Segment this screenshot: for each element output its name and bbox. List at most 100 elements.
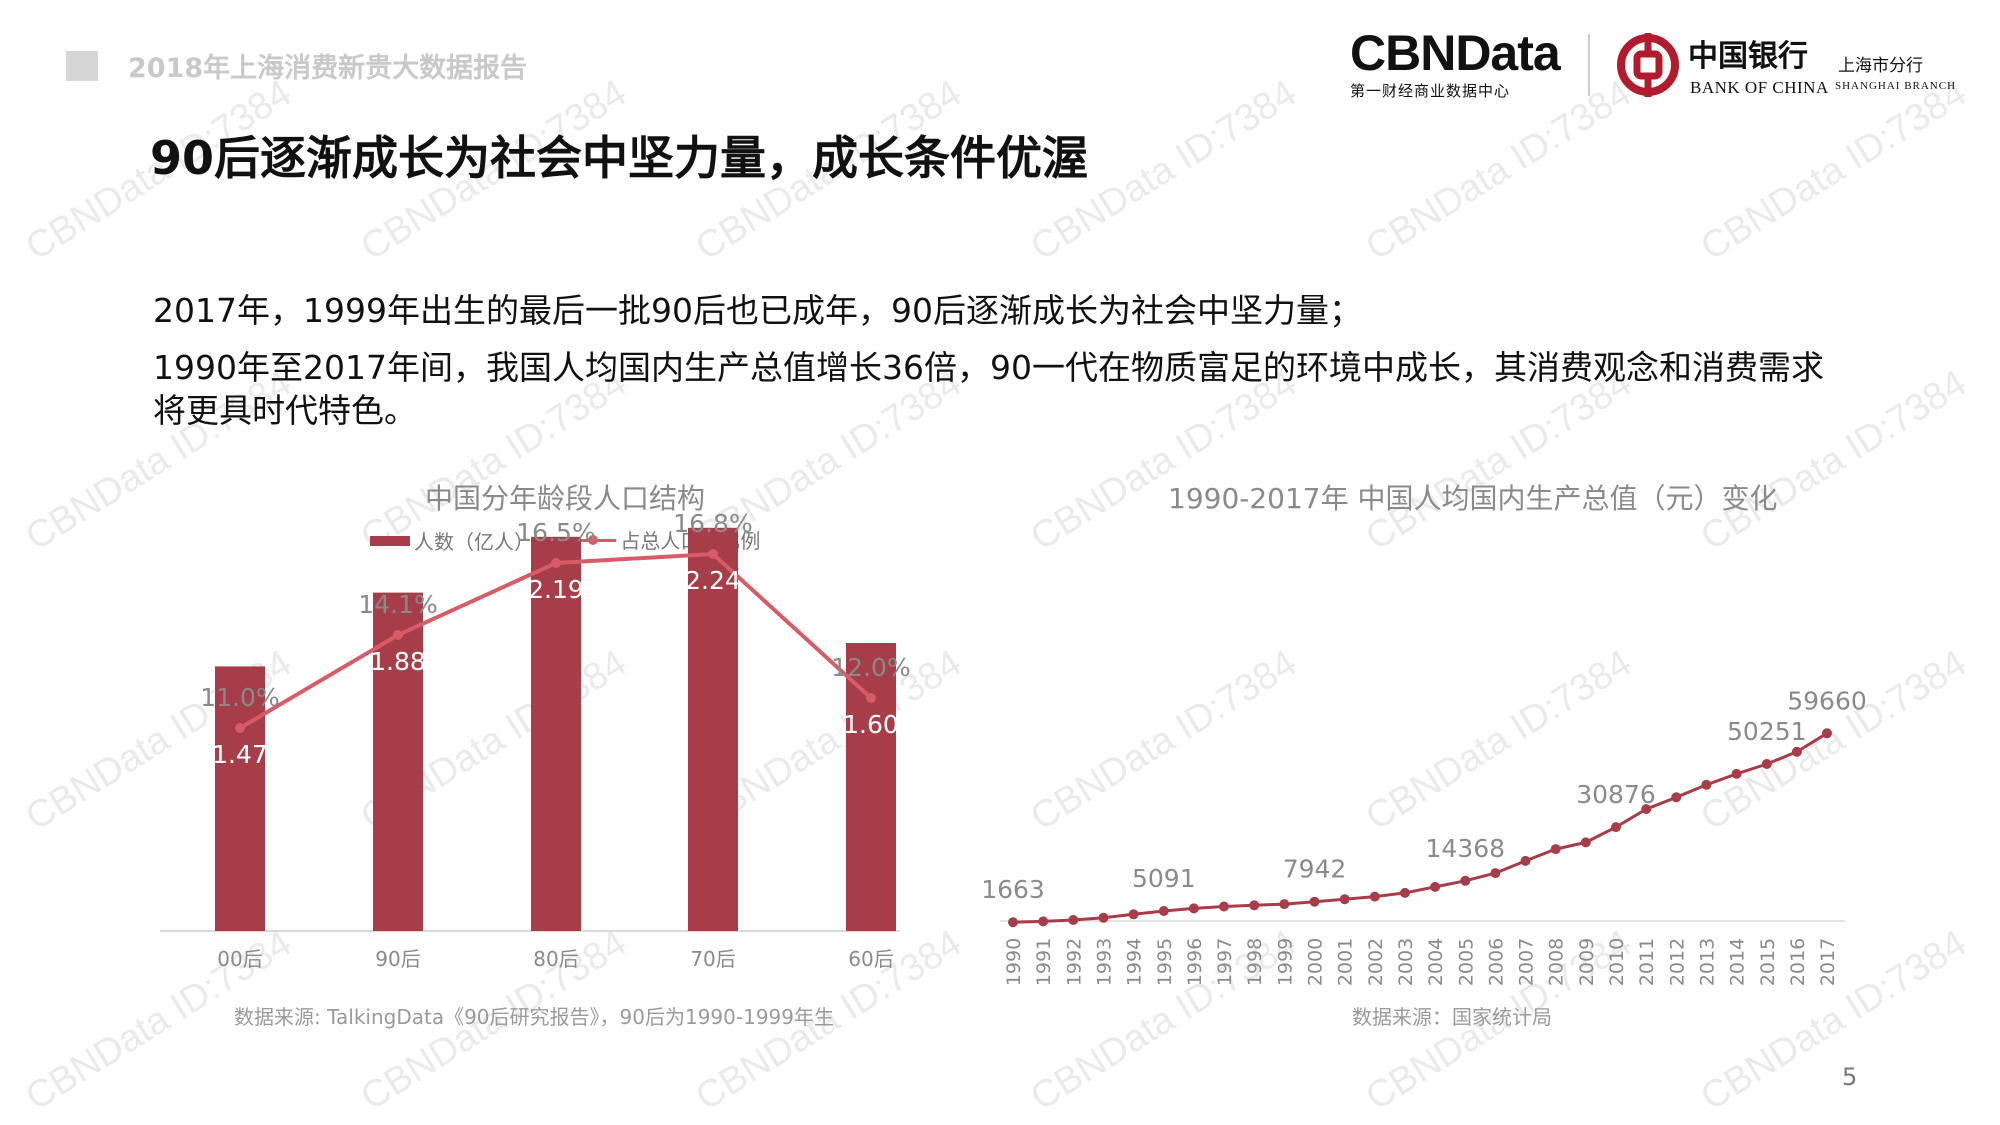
x-tick-label: 1991 (1033, 938, 1055, 986)
gdp-data-label: 14368 (1426, 834, 1506, 863)
x-tick-label: 1995 (1154, 938, 1176, 986)
cbndata-tagline: 第一财经商业数据中心 (1350, 82, 1511, 100)
gdp-line (1012, 732, 1828, 924)
x-tick-label: 2008 (1546, 938, 1568, 986)
paragraph-line-1: 2017年，1999年出生的最后一批90后也已成年，90后逐渐成长为社会中坚力量… (153, 291, 1362, 330)
bar-data-label: 1.88 (370, 647, 426, 676)
gdp-point (1701, 779, 1712, 790)
gdp-point (1128, 909, 1139, 920)
gdp-point (1400, 887, 1410, 898)
x-tick-label: 2005 (1455, 938, 1477, 986)
legend-bar-swatch (370, 535, 410, 546)
x-tick-label: 1997 (1214, 938, 1236, 986)
gdp-point (1339, 894, 1350, 905)
population-chart-source: 数据来源: TalkingData《90后研究报告》，90后为1990-1999… (234, 1005, 834, 1029)
gdp-point (1068, 915, 1079, 925)
x-tick-label: 1990 (1003, 938, 1025, 986)
bank-of-china-emblem-icon (1617, 33, 1679, 97)
gdp-chart-source: 数据来源：国家统计局 (1352, 1005, 1552, 1029)
x-tick-label: 1999 (1274, 938, 1296, 986)
x-tick-label: 1992 (1063, 938, 1085, 986)
x-tick-label: 00后 (217, 947, 262, 971)
population-chart: 00后 90后 80后 70后 60后 11.0% 1.47 14.1% 1.88 16.5% 2.… (160, 509, 911, 971)
x-tick-label: 1996 (1184, 938, 1206, 986)
branch-name-cn: 上海市分行 (1838, 56, 1923, 76)
ratio-data-label: 16.8% (673, 509, 752, 538)
ratio-data-label: 11.0% (200, 683, 279, 712)
gdp-data-label: 30876 (1576, 780, 1656, 809)
gdp-point (1520, 855, 1531, 866)
x-tick-label: 2003 (1395, 938, 1417, 986)
population-chart-title: 中国分年龄段人口结构 (425, 482, 706, 515)
legend-item-count: 人数（亿人） (370, 526, 534, 555)
gdp-point (1641, 804, 1652, 815)
gdp-data-label: 7942 (1283, 855, 1347, 884)
bar (531, 536, 581, 931)
x-tick-label: 1994 (1124, 938, 1146, 986)
cbndata-logo-text: CBNData (1350, 25, 1561, 81)
ratio-data-label: 14.1% (358, 590, 437, 619)
gdp-point (1611, 822, 1621, 833)
gdp-data-label: 1663 (981, 875, 1045, 904)
x-tick-label: 2000 (1305, 938, 1327, 986)
gdp-data-label: 59660 (1787, 686, 1867, 715)
x-tick-label: 2014 (1727, 938, 1749, 986)
bank-of-china-name-en: BANK OF CHINA (1690, 78, 1829, 97)
x-tick-label: 2012 (1666, 938, 1688, 986)
x-tick-label: 2011 (1636, 938, 1658, 986)
x-tick-label: 60后 (848, 947, 893, 971)
bar-data-label: 1.60 (843, 710, 899, 739)
x-tick-label: 2015 (1757, 938, 1779, 986)
gdp-point (1008, 917, 1018, 928)
gdp-point (1822, 728, 1832, 739)
x-tick-label: 70后 (690, 947, 735, 971)
gdp-point (1460, 875, 1471, 886)
bar-data-label: 2.19 (528, 575, 584, 604)
gdp-point (1791, 746, 1802, 757)
ratio-data-label: 12.0% (831, 653, 910, 682)
paragraph-line-3: 将更具时代特色。 (153, 391, 417, 430)
ratio-point (551, 558, 561, 568)
gdp-point (1550, 844, 1561, 855)
gdp-point (1098, 912, 1109, 923)
page-number: 5 (1842, 1063, 1858, 1091)
gdp-point (1490, 868, 1501, 879)
gdp-point (1309, 896, 1320, 907)
gdp-point (1158, 906, 1169, 916)
x-tick-label: 2017 (1817, 938, 1839, 986)
cbndata-logo: CBNData 第一财经商业数据中心 (1350, 25, 1561, 101)
gdp-point (1761, 759, 1772, 769)
gdp-point (1219, 901, 1229, 912)
x-tick-label: 2004 (1425, 938, 1447, 986)
gdp-data-label: 50251 (1727, 717, 1807, 746)
gdp-point (1369, 891, 1380, 902)
x-tick-label: 2010 (1606, 938, 1628, 986)
x-tick-label: 90后 (375, 947, 420, 971)
x-tick-label: 2006 (1485, 938, 1507, 986)
bar (846, 643, 896, 931)
bar (688, 527, 738, 931)
x-tick-label: 80后 (533, 947, 578, 971)
x-tick-label: 2001 (1335, 938, 1357, 986)
x-tick-label: 2002 (1365, 938, 1387, 986)
paragraph-line-2: 1990年至2017年间，我国人均国内生产总值增长36倍，90一代在物质富足的环… (153, 348, 1824, 387)
gdp-point (1038, 916, 1049, 927)
ratio-point (866, 693, 876, 703)
legend-line-swatch (570, 534, 617, 546)
report-title: 2018年上海消费新贵大数据报告 (128, 53, 528, 84)
bar (215, 666, 265, 931)
gdp-point (1249, 900, 1260, 911)
gdp-chart-title: 1990-2017年 中国人均国内生产总值（元）变化 (1168, 482, 1778, 515)
ratio-point (235, 723, 245, 733)
x-tick-label: 2016 (1787, 938, 1809, 986)
ratio-data-label: 16.5% (516, 518, 595, 547)
x-tick-label: 1993 (1094, 938, 1116, 986)
branch-name-en: SHANGHAI BRANCH (1835, 80, 1957, 92)
gdp-point (1188, 903, 1199, 914)
bar-data-label: 2.24 (685, 566, 741, 595)
gdp-point (1580, 837, 1591, 848)
gdp-point (1731, 768, 1742, 779)
bar (373, 592, 423, 931)
page-title: 90后逐渐成长为社会中坚力量，成长条件优渥 (150, 131, 1089, 185)
